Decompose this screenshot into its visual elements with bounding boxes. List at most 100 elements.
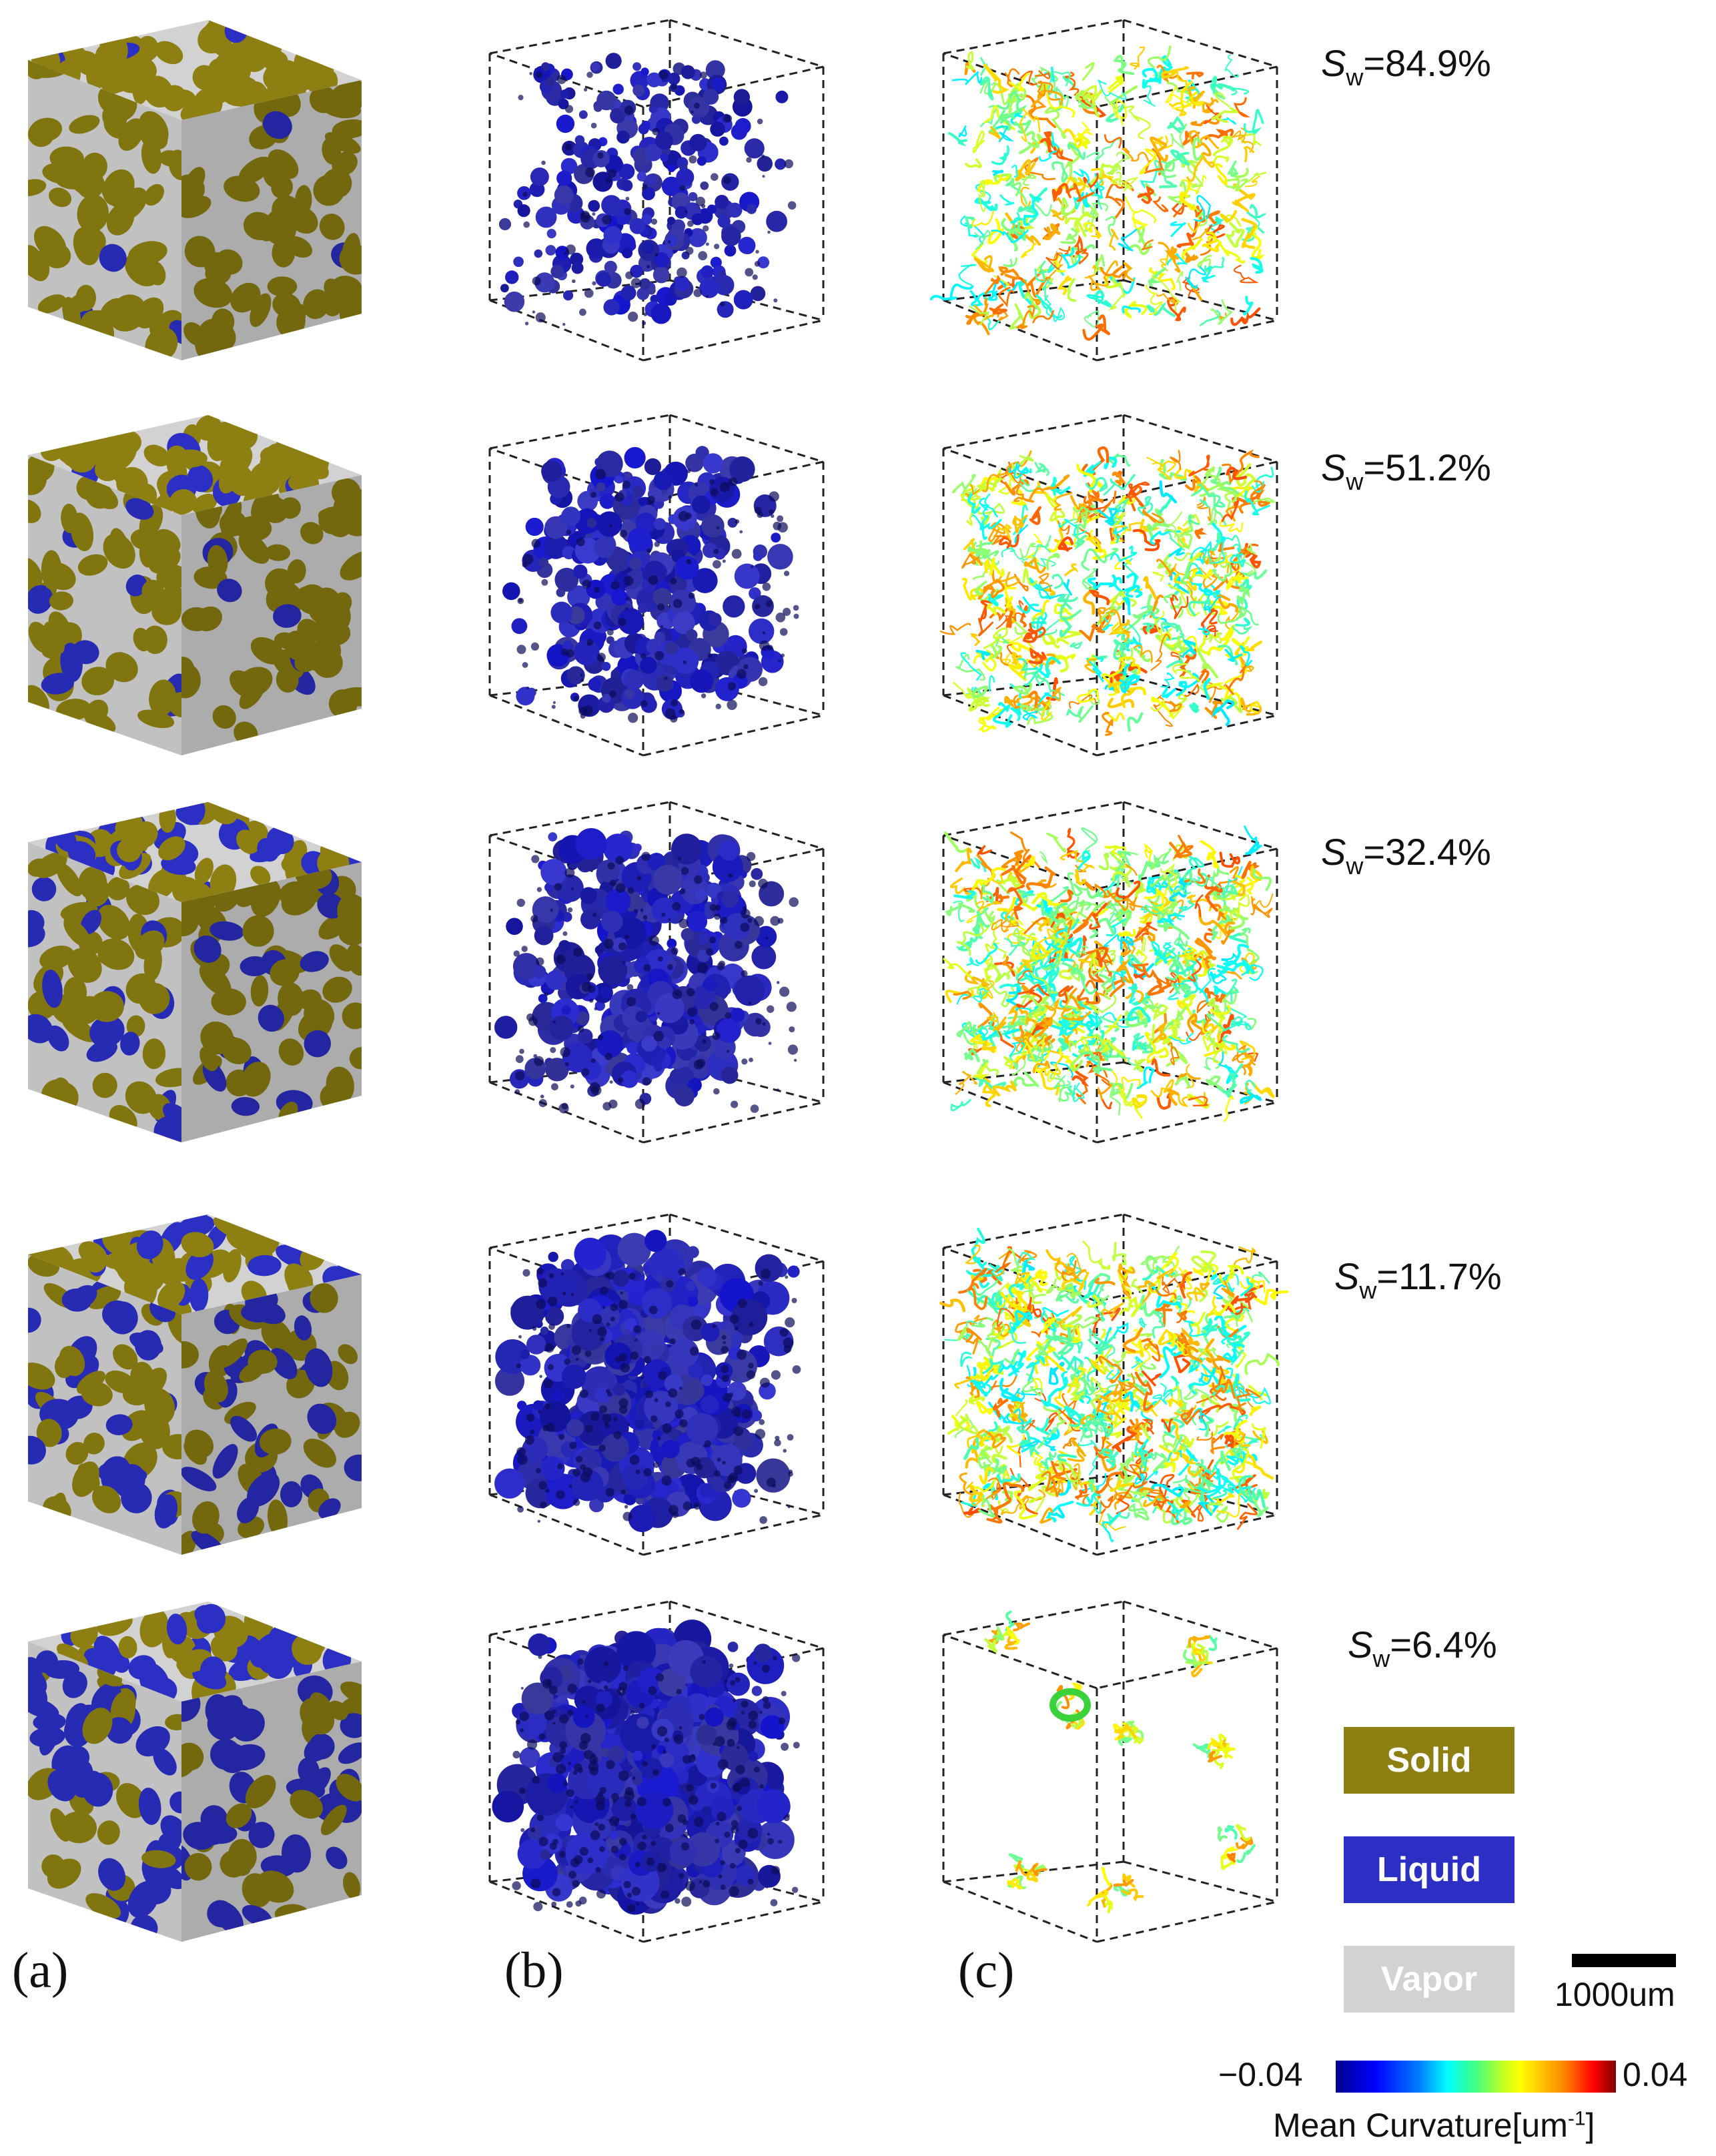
interface-filament (1033, 1268, 1048, 1287)
interface-filament (1031, 66, 1063, 95)
interface-filament (1124, 1017, 1148, 1028)
liquid-grain (214, 1901, 244, 1934)
interface-filament (1084, 202, 1108, 232)
liquid-blob (519, 1349, 530, 1360)
interface-filament (948, 131, 967, 147)
interface-filament (979, 497, 998, 518)
liquid-pore-shadow (665, 1401, 671, 1407)
liquid-grain (47, 1025, 69, 1052)
liquid-pore-shadow (754, 506, 762, 514)
liquid-pore-shadow (642, 321, 647, 326)
liquid-pore-shadow (541, 160, 546, 165)
solid-grain (250, 293, 272, 328)
interface-filament (1148, 1489, 1164, 1498)
interface-filament (1212, 1355, 1232, 1371)
liquid-pore-shadow (776, 981, 780, 984)
interface-filament (1161, 1252, 1179, 1271)
interface-filament (995, 1246, 1021, 1273)
interface-filament (1188, 1378, 1206, 1396)
solid-grain (300, 522, 324, 545)
interface-filament (1050, 886, 1073, 902)
liquid-pore-shadow (751, 565, 754, 569)
liquid-pore-shadow (736, 669, 747, 679)
liquid-pore-shadow (625, 607, 628, 610)
interface-filament (1228, 932, 1248, 944)
liquid-grain (231, 1096, 260, 1116)
interface-filament (1213, 985, 1226, 996)
liquid-blob (535, 206, 557, 228)
interface-filament (1082, 568, 1097, 591)
liquid-blob (651, 1342, 664, 1355)
interface-filament (1213, 944, 1250, 978)
interface-filament (1206, 998, 1226, 1020)
interface-filament (1065, 1470, 1082, 1487)
solid-grain (250, 865, 271, 885)
interface-filament (1010, 1387, 1037, 1402)
solid-grain (92, 1072, 117, 1098)
liquid-pore-shadow (741, 970, 748, 978)
interface-filament (984, 559, 991, 574)
liquid-pore-shadow (633, 909, 638, 913)
solid-grain (43, 243, 71, 269)
solid-grain (89, 991, 124, 1022)
liquid-pore-shadow (723, 176, 731, 184)
liquid-grain (181, 1467, 217, 1491)
liquid-blob (534, 272, 555, 293)
liquid-pore-shadow (765, 936, 769, 940)
interface-filament (1217, 1080, 1237, 1098)
interface-filament (1018, 1250, 1037, 1264)
solid-grain (157, 1281, 185, 1310)
interface-filament (1050, 476, 1071, 496)
liquid-pore-shadow (573, 696, 579, 702)
interface-filament (1051, 574, 1063, 589)
interface-filament (1112, 622, 1126, 634)
liquid-volume-2 (488, 414, 825, 757)
interface-filament (1143, 1495, 1167, 1507)
interface-filament (1137, 1280, 1158, 1293)
liquid-pore-shadow (579, 308, 586, 316)
solid-grain (162, 1433, 181, 1460)
interface-filament (953, 990, 972, 1000)
liquid-blob (721, 226, 741, 246)
liquid-pore-shadow (715, 905, 721, 911)
interface-filament (981, 514, 990, 526)
interface-filament (1138, 1486, 1154, 1493)
liquid-pore-shadow (649, 1305, 658, 1315)
interface-filament (1224, 1434, 1241, 1449)
liquid-pore-shadow (777, 918, 784, 924)
interface-filament (1167, 1089, 1180, 1106)
interface-filament (1226, 1006, 1248, 1024)
solid-grain (97, 942, 125, 967)
solid-grain (125, 973, 157, 1004)
liquid-pore-shadow (783, 607, 791, 616)
solid-grain (289, 206, 318, 234)
interface-filament (1035, 675, 1065, 697)
interface-filament (997, 450, 1032, 476)
liquid-blob (616, 130, 630, 144)
interface-filament (1132, 528, 1161, 552)
liquid-pore-shadow (552, 1020, 556, 1024)
interface-filament (1034, 260, 1047, 283)
liquid-grain (138, 1787, 161, 1825)
interface-filament (1090, 179, 1104, 210)
liquid-blob (550, 601, 573, 624)
solid-grain (230, 282, 261, 313)
liquid-blob (612, 83, 624, 95)
solid-grain (259, 1428, 292, 1455)
liquid-pore-shadow (581, 982, 592, 992)
liquid-pore-shadow (535, 1468, 541, 1473)
solid-grain (97, 1820, 120, 1845)
interface-filament (1169, 102, 1187, 117)
interface-filament (943, 1321, 977, 1341)
solid-grain (109, 187, 137, 208)
liquid-pore-shadow (727, 699, 737, 710)
interface-filament (1220, 695, 1243, 713)
liquid-blob (516, 687, 535, 706)
solid-grain (268, 149, 299, 179)
interface-filament (1020, 94, 1057, 128)
interface-filament (1038, 919, 1056, 932)
liquid-grain (300, 951, 329, 972)
interface-filament (1125, 481, 1150, 499)
solid-grain (209, 864, 237, 900)
interface-filament (1037, 879, 1057, 888)
